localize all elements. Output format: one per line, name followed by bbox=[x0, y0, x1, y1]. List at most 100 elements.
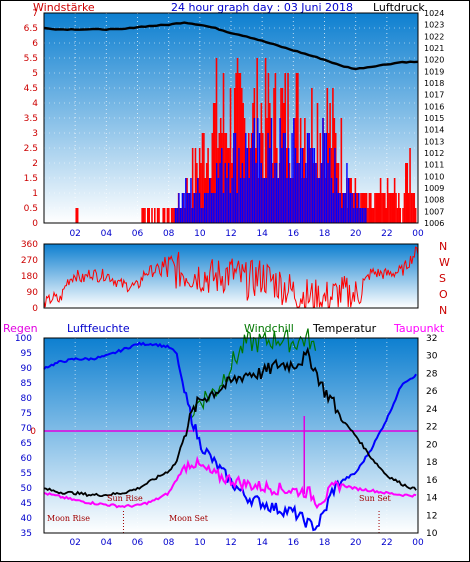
series-label: Windchill bbox=[244, 322, 294, 335]
header-center-title: 24 hour graph day : 03 Juni 2018 bbox=[171, 1, 353, 14]
wind-direction-line bbox=[43, 246, 419, 308]
pressure-y-tick-label: 1011 bbox=[424, 161, 444, 170]
wind-y-tick-label: 5 bbox=[32, 69, 38, 79]
humidity-x-tick-label: 08 bbox=[163, 538, 175, 548]
wind-y-tick-label: 6.5 bbox=[24, 24, 38, 34]
humidity-x-tick-label: 14 bbox=[256, 538, 268, 548]
direction-compass-label: W bbox=[439, 256, 450, 269]
temperature-y-tick-label: 28 bbox=[426, 369, 438, 379]
wind-x-tick-label: 10 bbox=[194, 229, 206, 239]
temperature-y-tick-label: 24 bbox=[426, 405, 438, 415]
wind-y-tick-label: 4 bbox=[32, 99, 38, 109]
direction-y-tick-label: 270 bbox=[21, 256, 38, 266]
pressure-y-tick-label: 1016 bbox=[424, 102, 444, 111]
pressure-y-tick-label: 1022 bbox=[424, 32, 444, 41]
sun-rise-label: Sun Rise bbox=[107, 494, 143, 503]
pressure-y-tick-label: 1013 bbox=[424, 137, 444, 146]
wind-x-tick-label: 22 bbox=[381, 229, 392, 239]
wind-pressure-chart: 02 04 06 08 10 12 14 16 18 20 22 0000.511.522.533.5… bbox=[24, 9, 445, 239]
temperature-y-tick-label: 22 bbox=[426, 423, 437, 433]
wind-y-tick-label: 1 bbox=[32, 189, 38, 199]
direction-compass-label: N bbox=[439, 240, 447, 253]
wind-x-tick-label: 14 bbox=[256, 229, 268, 239]
pressure-y-tick-label: 1010 bbox=[424, 172, 444, 181]
humidity-y-tick-label: 45 bbox=[21, 499, 32, 509]
wind-x-tick-label: 04 bbox=[101, 229, 113, 239]
temperature-y-tick-label: 12 bbox=[426, 511, 437, 521]
series-label: Regen bbox=[3, 322, 38, 335]
direction-y-tick-label: 180 bbox=[21, 272, 38, 282]
humidity-y-tick-label: 35 bbox=[21, 529, 32, 539]
direction-compass-label: O bbox=[439, 288, 448, 301]
pressure-y-tick-label: 1015 bbox=[424, 114, 444, 123]
wind-x-tick-label: 00 bbox=[412, 229, 424, 239]
dewpoint-line bbox=[43, 455, 417, 510]
humidity-y-tick-label: 60 bbox=[21, 454, 33, 464]
temperature-y-tick-label: 18 bbox=[426, 458, 438, 468]
series-label: Luftfeuchte bbox=[67, 322, 130, 335]
sun-set-label: Sun Set bbox=[359, 494, 392, 503]
direction-compass-label: S bbox=[439, 272, 446, 285]
humidity-y-tick-label: 50 bbox=[21, 484, 33, 494]
humidity-y-tick-label: 70 bbox=[21, 424, 33, 434]
direction-panel-background bbox=[44, 244, 418, 308]
pressure-y-tick-label: 1020 bbox=[424, 56, 444, 65]
pressure-y-tick-label: 1018 bbox=[424, 79, 444, 88]
pressure-y-tick-label: 1019 bbox=[424, 67, 444, 76]
header-left-title: Windstärke bbox=[33, 1, 95, 14]
humidity-temperature-chart: Regen Luftfeuchte Windchill Temperatur Taupu… bbox=[3, 322, 445, 548]
pressure-y-tick-label: 1009 bbox=[424, 184, 444, 193]
humidity-x-tick-label: 22 bbox=[381, 538, 392, 548]
wind-panel-frame bbox=[43, 12, 419, 224]
wind-y-tick-label: 3 bbox=[32, 129, 38, 139]
wind-y-tick-label: 2.5 bbox=[24, 144, 38, 154]
wind-x-tick-label: 12 bbox=[225, 229, 236, 239]
temperature-y-tick-label: 30 bbox=[426, 352, 438, 362]
wind-y-tick-label: 1.5 bbox=[24, 174, 38, 184]
wind-x-tick-label: 06 bbox=[132, 229, 144, 239]
humidity-x-tick-label: 02 bbox=[69, 538, 80, 548]
wind-y-tick-label: 3.5 bbox=[24, 114, 38, 124]
direction-y-tick-label: 0 bbox=[32, 304, 38, 314]
wind-x-tick-label: 08 bbox=[163, 229, 175, 239]
humidity-y-tick-label: 90 bbox=[21, 364, 33, 374]
wind-gust-bars bbox=[174, 118, 367, 223]
wind-y-tick-label: 7 bbox=[32, 9, 38, 19]
wind-y-tick-label: 4.5 bbox=[24, 84, 38, 94]
wind-y-tick-label: 0.5 bbox=[24, 204, 38, 214]
wind-x-tick-label: 02 bbox=[69, 229, 80, 239]
rain-zero-label: 0 bbox=[30, 427, 36, 437]
pressure-y-tick-label: 1007 bbox=[424, 207, 444, 216]
pressure-y-tick-label: 1023 bbox=[424, 21, 444, 30]
pressure-y-tick-label: 1017 bbox=[424, 91, 444, 100]
header-right-title: Luftdruck bbox=[373, 1, 425, 14]
humidity-y-tick-label: 75 bbox=[21, 409, 32, 419]
pressure-y-tick-label: 1012 bbox=[424, 149, 444, 158]
pressure-y-tick-label: 1008 bbox=[424, 196, 444, 205]
temperature-y-tick-label: 14 bbox=[426, 494, 438, 504]
humidity-panel-frame bbox=[43, 337, 419, 534]
humidity-x-tick-label: 16 bbox=[288, 538, 300, 548]
pressure-line bbox=[43, 21, 419, 71]
direction-y-tick-label: 90 bbox=[27, 288, 39, 298]
temperature-y-tick-label: 20 bbox=[426, 440, 438, 450]
temperature-y-tick-label: 32 bbox=[426, 334, 437, 344]
humidity-x-tick-label: 10 bbox=[194, 538, 206, 548]
wind-y-tick-label: 2 bbox=[32, 159, 38, 169]
series-label: Taupunkt bbox=[393, 322, 445, 335]
pressure-y-tick-label: 1024 bbox=[424, 9, 444, 18]
direction-y-tick-label: 360 bbox=[21, 240, 38, 250]
humidity-x-tick-label: 06 bbox=[132, 538, 144, 548]
pressure-y-tick-label: 1014 bbox=[424, 126, 444, 135]
humidity-x-tick-label: 20 bbox=[350, 538, 362, 548]
humidity-x-tick-label: 00 bbox=[412, 538, 424, 548]
humidity-y-tick-label: 80 bbox=[21, 394, 33, 404]
wind-x-tick-label: 20 bbox=[350, 229, 362, 239]
humidity-x-tick-label: 12 bbox=[225, 538, 236, 548]
wind-y-tick-label: 0 bbox=[32, 219, 38, 229]
direction-compass-label: N bbox=[439, 304, 447, 317]
humidity-y-tick-label: 85 bbox=[21, 379, 32, 389]
